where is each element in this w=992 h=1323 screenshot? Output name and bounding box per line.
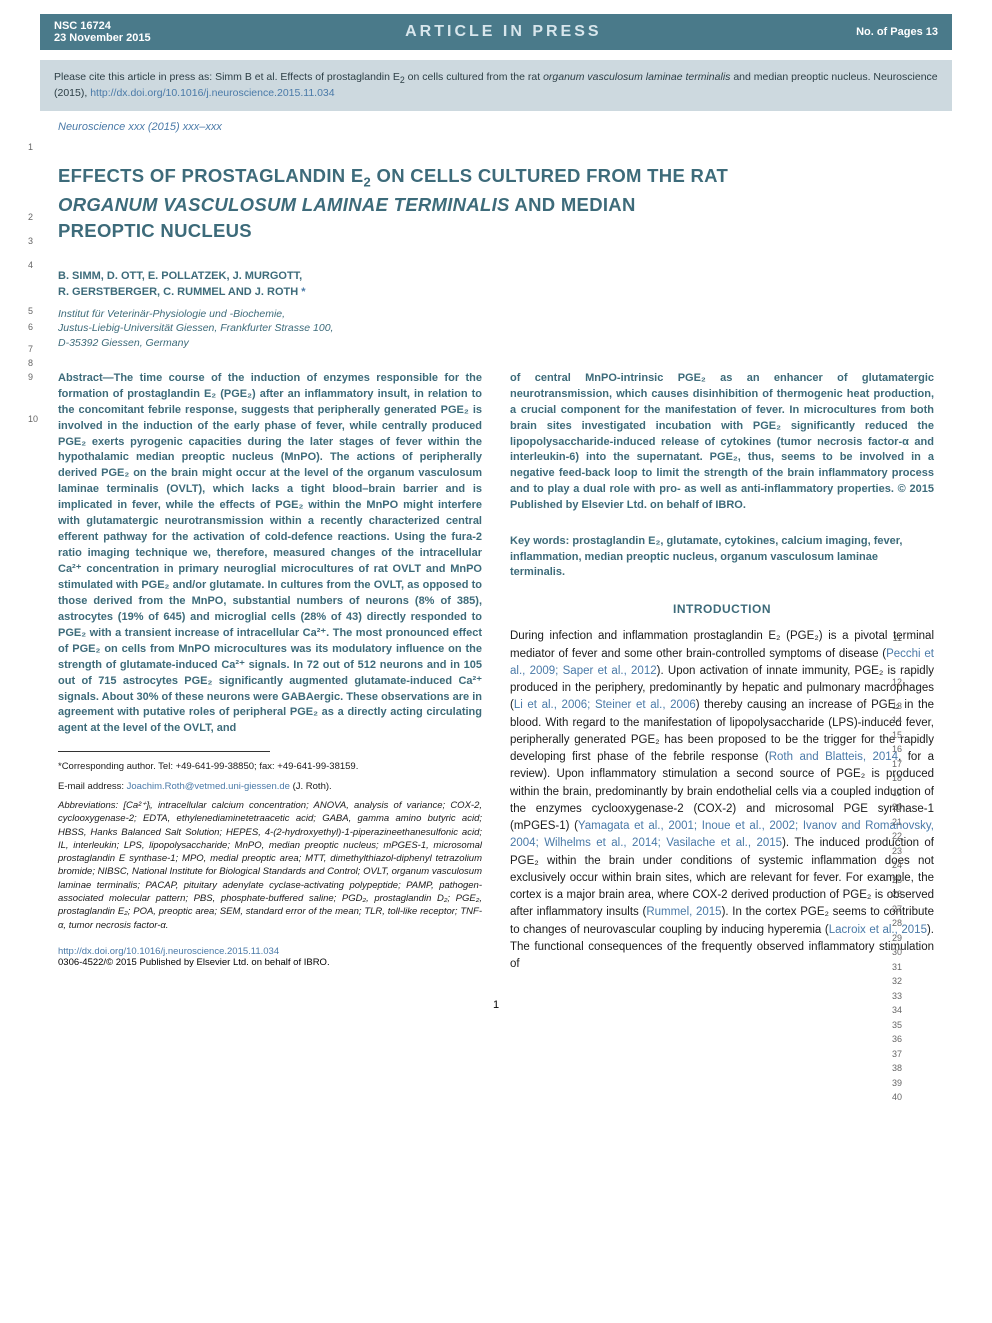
line-num-4: 4 bbox=[28, 260, 33, 270]
ln-16: 16 bbox=[892, 744, 902, 754]
intro-ref5[interactable]: Rummel, 2015 bbox=[646, 906, 721, 918]
ln-29: 29 bbox=[892, 933, 902, 943]
doi-block: http://dx.doi.org/10.1016/j.neuroscience… bbox=[58, 946, 482, 968]
ln-28: 28 bbox=[892, 918, 902, 928]
ln-20: 20 bbox=[892, 802, 902, 812]
affil-l2: Justus-Liebig-Universität Giessen, Frank… bbox=[58, 322, 333, 334]
journal-reference: Neuroscience xxx (2015) xxx–xxx bbox=[58, 121, 952, 133]
line-num-7: 7 bbox=[28, 344, 33, 354]
intro-ref2[interactable]: Li et al., 2006; Steiner et al., 2006 bbox=[514, 699, 696, 711]
line-num-6: 6 bbox=[28, 322, 33, 332]
authors: B. SIMM, D. OTT, E. POLLATZEK, J. MURGOT… bbox=[58, 268, 934, 301]
email-link[interactable]: Joachim.Roth@vetmed.uni-giessen.de bbox=[127, 781, 290, 792]
intro-ref6[interactable]: Lacroix et al., 2015 bbox=[829, 924, 927, 936]
ln-15: 15 bbox=[892, 730, 902, 740]
introduction-body: During infection and inflammation prosta… bbox=[510, 628, 934, 973]
cite-link[interactable]: http://dx.doi.org/10.1016/j.neuroscience… bbox=[90, 87, 334, 99]
title-line2a: ORGANUM VASCULOSUM LAMINAE TERMINALIS bbox=[58, 194, 510, 215]
ln-40: 40 bbox=[892, 1092, 902, 1102]
ln-31: 31 bbox=[892, 962, 902, 972]
ln-17: 17 bbox=[892, 759, 902, 769]
title-line1b: ON CELLS CULTURED FROM THE RAT bbox=[371, 165, 728, 186]
ln-18: 18 bbox=[892, 773, 902, 783]
email-label: E-mail address: bbox=[58, 781, 127, 792]
header-pages: No. of Pages 13 bbox=[856, 26, 938, 38]
ln-37: 37 bbox=[892, 1049, 902, 1059]
ln-19: 19 bbox=[892, 788, 902, 798]
title-line2b: AND MEDIAN bbox=[510, 194, 636, 215]
ln-13: 13 bbox=[892, 701, 902, 711]
email-footnote: E-mail address: Joachim.Roth@vetmed.uni-… bbox=[58, 780, 482, 793]
title-line1a: EFFECTS OF PROSTAGLANDIN E bbox=[58, 165, 364, 186]
email-suffix: (J. Roth). bbox=[290, 781, 332, 792]
cite-mid: on cells cultured from the rat bbox=[405, 71, 543, 83]
right-line-numbers: 13 14 15 16 17 18 19 20 21 22 23 24 25 2… bbox=[892, 701, 902, 1103]
line-num-1: 1 bbox=[28, 142, 33, 152]
article-title: EFFECTS OF PROSTAGLANDIN E2 ON CELLS CUL… bbox=[58, 163, 934, 244]
cite-prefix: Please cite this article in press as: Si… bbox=[54, 71, 400, 83]
page-number: 1 bbox=[40, 999, 952, 1011]
abstract-right: of central MnPO-intrinsic PGE₂ as an enh… bbox=[510, 371, 934, 514]
copyright: 0306-4522/© 2015 Published by Elsevier L… bbox=[58, 957, 482, 968]
header-code: NSC 16724 bbox=[54, 20, 151, 32]
ln-30: 30 bbox=[892, 947, 902, 957]
line-num-5: 5 bbox=[28, 306, 33, 316]
corresponding-footnote: *Corresponding author. Tel: +49-641-99-3… bbox=[58, 760, 482, 773]
header-bar: NSC 16724 23 November 2015 ARTICLE IN PR… bbox=[40, 14, 952, 50]
footnote-divider bbox=[58, 751, 270, 752]
ln-34: 34 bbox=[892, 1005, 902, 1015]
title-sub: 2 bbox=[364, 175, 372, 190]
cite-ital: organum vasculosum laminae terminalis bbox=[543, 71, 730, 83]
introduction-heading: INTRODUCTION bbox=[510, 602, 934, 616]
ln-26: 26 bbox=[892, 889, 902, 899]
ln-27: 27 bbox=[892, 904, 902, 914]
header-date: 23 November 2015 bbox=[54, 32, 151, 44]
line-num-9: 9 bbox=[28, 372, 33, 382]
ln-24: 24 bbox=[892, 860, 902, 870]
affil-l1: Institut für Veterinär-Physiologie und -… bbox=[58, 308, 285, 320]
title-line3: PREOPTIC NUCLEUS bbox=[58, 220, 252, 241]
abbreviations-footnote: Abbreviations: [Ca²⁺]ᵢ, intracellular ca… bbox=[58, 799, 482, 932]
line-num-3: 3 bbox=[28, 236, 33, 246]
citation-box: Please cite this article in press as: Si… bbox=[40, 60, 952, 111]
doi-link[interactable]: http://dx.doi.org/10.1016/j.neuroscience… bbox=[58, 946, 482, 957]
line-num-8: 8 bbox=[28, 358, 33, 368]
header-left: NSC 16724 23 November 2015 bbox=[54, 20, 151, 44]
header-banner: ARTICLE IN PRESS bbox=[405, 23, 601, 41]
ln-21: 21 bbox=[892, 817, 902, 827]
abstract-left: Abstract—The time course of the inductio… bbox=[58, 371, 482, 738]
intro-p1a: During infection and inflammation prosta… bbox=[510, 630, 934, 659]
ln-35: 35 bbox=[892, 1020, 902, 1030]
ln-32: 32 bbox=[892, 976, 902, 986]
affiliation: Institut für Veterinär-Physiologie und -… bbox=[58, 307, 934, 351]
ln-39: 39 bbox=[892, 1078, 902, 1088]
line-num-12: 12 bbox=[892, 677, 902, 687]
corresponding-asterisk: * bbox=[301, 286, 305, 298]
keywords: Key words: prostaglandin E₂, glutamate, … bbox=[510, 534, 934, 580]
ln-22: 22 bbox=[892, 831, 902, 841]
ln-33: 33 bbox=[892, 991, 902, 1001]
line-num-2: 2 bbox=[28, 212, 33, 222]
ln-14: 14 bbox=[892, 715, 902, 725]
intro-ref3[interactable]: Roth and Blatteis, 2014 bbox=[769, 751, 898, 763]
line-num-11: 11 bbox=[893, 633, 902, 643]
authors-line2: R. GERSTBERGER, C. RUMMEL AND J. ROTH bbox=[58, 286, 301, 298]
ln-36: 36 bbox=[892, 1034, 902, 1044]
affil-l3: D-35392 Giessen, Germany bbox=[58, 337, 189, 349]
authors-line1: B. SIMM, D. OTT, E. POLLATZEK, J. MURGOT… bbox=[58, 270, 302, 282]
ln-25: 25 bbox=[892, 875, 902, 885]
ln-23: 23 bbox=[892, 846, 902, 856]
line-num-10: 10 bbox=[28, 414, 38, 424]
ln-38: 38 bbox=[892, 1063, 902, 1073]
abbrev-text: Abbreviations: [Ca²⁺]ᵢ, intracellular ca… bbox=[58, 800, 482, 931]
